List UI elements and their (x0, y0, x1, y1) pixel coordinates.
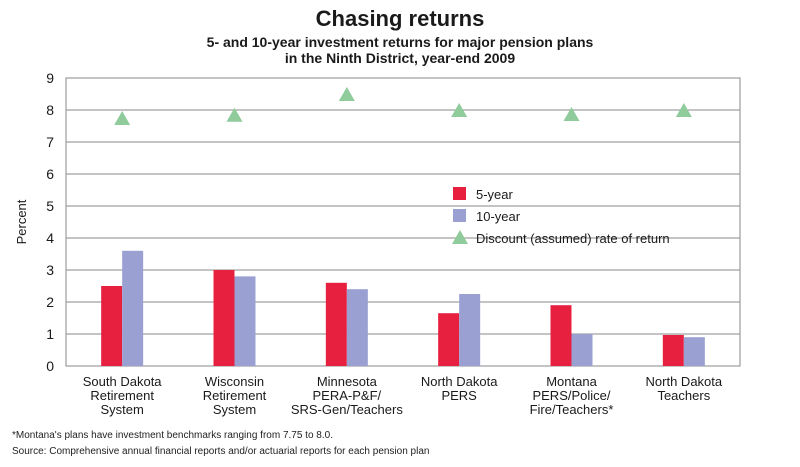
bar-5-year (101, 286, 123, 366)
x-tick-label: System (100, 402, 143, 417)
x-tick-label: Fire/Teachers* (530, 402, 614, 417)
discount-rate-marker (338, 87, 355, 101)
x-tick-label: Wisconsin (205, 374, 264, 389)
x-tick-label: Minnesota (317, 374, 378, 389)
x-tick-label: Retirement (203, 388, 267, 403)
y-tick-label: 1 (46, 326, 54, 342)
x-tick-label: System (213, 402, 256, 417)
footnote: *Montana's plans have investment benchma… (12, 430, 333, 441)
y-tick-label: 9 (46, 70, 54, 86)
discount-rate-marker (451, 103, 468, 117)
legend-label-10-year: 10-year (476, 209, 521, 224)
bar-10-year (459, 294, 481, 366)
x-tick-label: North Dakota (421, 374, 498, 389)
x-tick-label: SRS-Gen/Teachers (291, 402, 403, 417)
y-tick-label: 7 (46, 134, 54, 150)
y-axis-label: Percent (14, 199, 29, 244)
bar-10-year (683, 337, 705, 366)
bar-10-year (346, 289, 368, 366)
bar-5-year (213, 270, 235, 366)
x-tick-label: PERS (441, 388, 477, 403)
chart-subtitle: 5- and 10-year investment returns for ma… (206, 34, 594, 66)
x-tick-label: South Dakota (83, 374, 163, 389)
bar-5-year (438, 313, 460, 366)
bar-10-year (122, 250, 144, 366)
legend-swatch-5-year (453, 187, 466, 200)
x-tick-label: PERS/Police/ (532, 388, 610, 403)
y-tick-label: 6 (46, 166, 54, 182)
x-tick-label: Teachers (657, 388, 710, 403)
legend-label-discount-rate: Discount (assumed) rate of return (476, 231, 670, 246)
x-tick-label: PERA-P&F/ (313, 388, 382, 403)
source-note: Source: Comprehensive annual financial r… (12, 446, 430, 457)
discount-rate-marker (226, 107, 243, 122)
chart-title: Chasing returns (315, 6, 485, 31)
discount-rate-marker (563, 107, 580, 121)
y-tick-label: 0 (46, 358, 54, 374)
legend-label-5-year: 5-year (476, 187, 514, 202)
bar-5-year (662, 334, 684, 366)
x-tick-label: Montana (546, 374, 597, 389)
y-tick-label: 2 (46, 294, 54, 310)
y-tick-label: 3 (46, 262, 54, 278)
legend-swatch-discount-rate (452, 230, 468, 244)
x-tick-label: North Dakota (646, 374, 723, 389)
y-tick-label: 4 (46, 230, 54, 246)
bar-10-year (234, 276, 256, 366)
plot-frame (65, 77, 741, 367)
discount-rate-marker (675, 103, 692, 117)
bar-5-year (550, 305, 572, 366)
y-tick-label: 8 (46, 102, 54, 118)
y-tick-label: 5 (46, 198, 54, 214)
bar-5-year (325, 282, 347, 366)
discount-rate-marker (114, 111, 131, 125)
x-tick-label: Retirement (90, 388, 154, 403)
legend-swatch-10-year (453, 209, 466, 222)
bar-10-year (571, 334, 593, 366)
